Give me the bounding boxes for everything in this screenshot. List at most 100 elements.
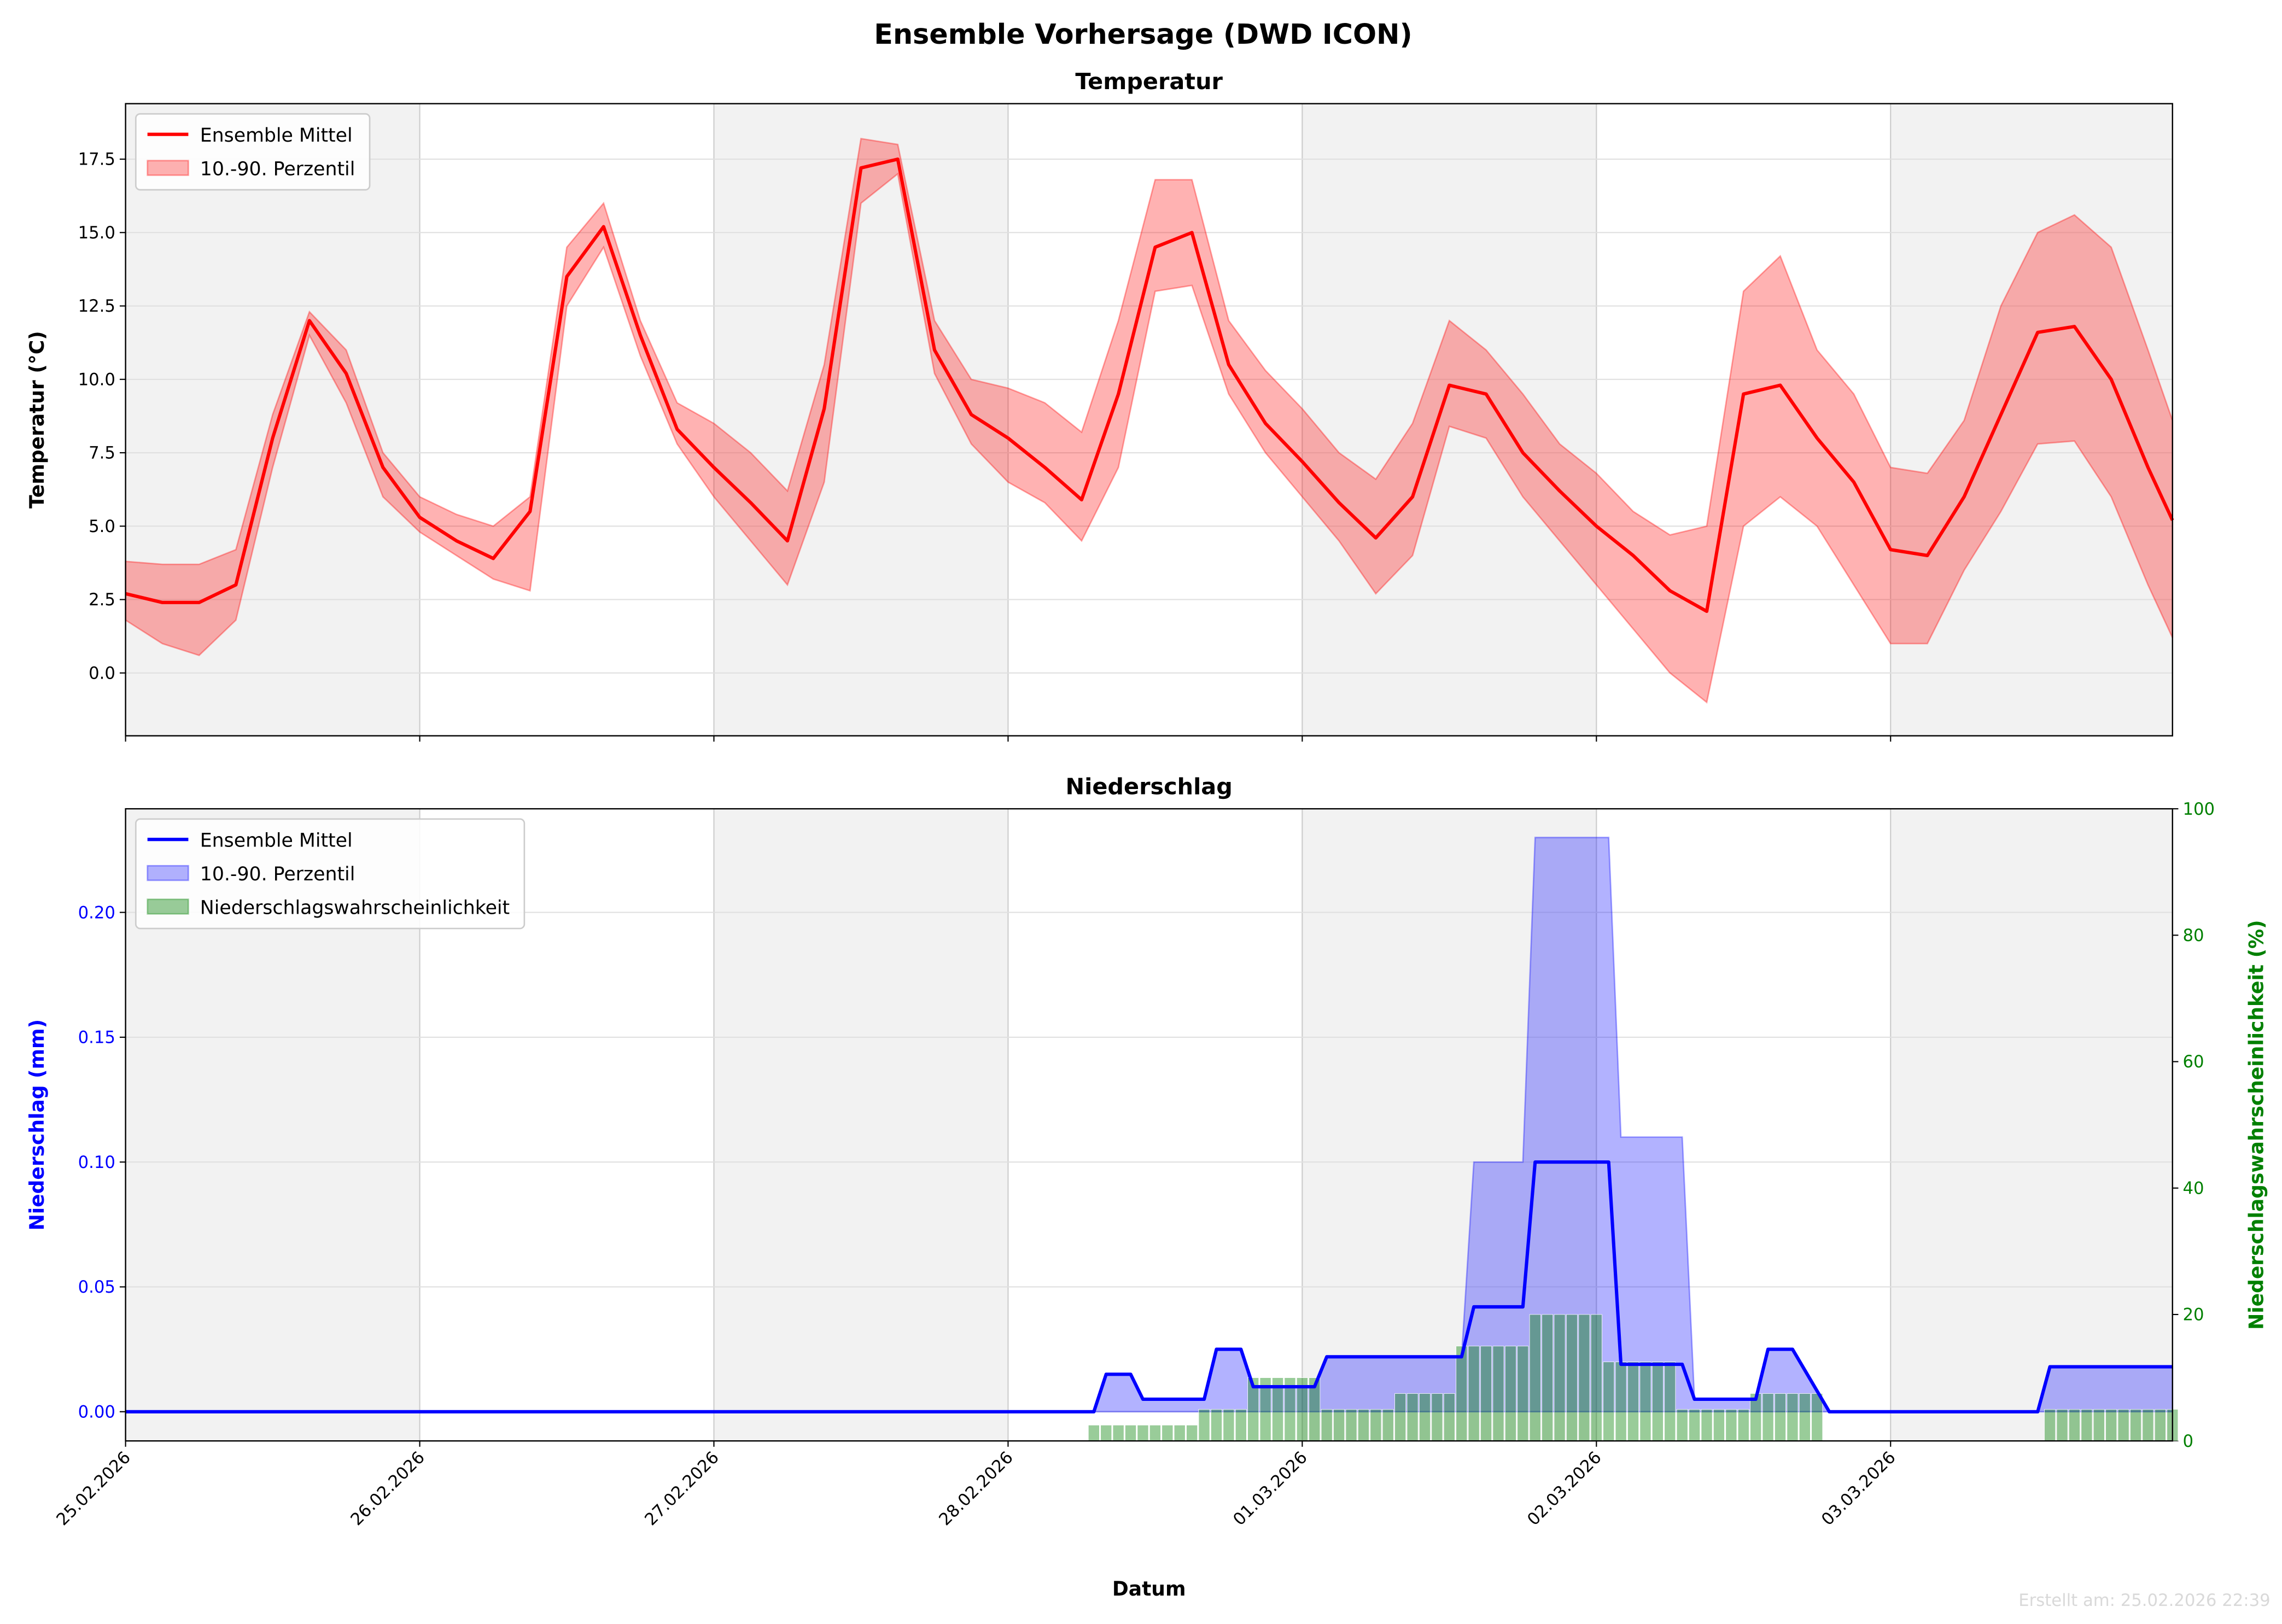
probability-bar bbox=[1186, 1424, 1198, 1441]
probability-bar bbox=[2081, 1409, 2093, 1441]
day-shading bbox=[714, 809, 1008, 1441]
x-axis-label: Datum bbox=[1112, 1578, 1186, 1600]
y2-tick-label: 40 bbox=[2182, 1179, 2204, 1198]
y-tick-label: 0.15 bbox=[78, 1029, 115, 1048]
y-tick-label: 0.0 bbox=[89, 664, 115, 683]
y2-tick-label: 0 bbox=[2182, 1432, 2193, 1451]
probability-bar bbox=[1603, 1362, 1615, 1441]
y-tick-label: 15.0 bbox=[78, 224, 115, 243]
probability-bar bbox=[1223, 1409, 1235, 1441]
probability-bar bbox=[2130, 1409, 2142, 1441]
y-tick-label: 0.05 bbox=[78, 1278, 115, 1297]
probability-bar bbox=[1590, 1314, 1602, 1441]
probability-bar bbox=[1615, 1362, 1627, 1441]
legend-patch bbox=[147, 898, 189, 915]
probability-bar bbox=[1762, 1393, 1774, 1441]
legend-label: 10.-90. Perzentil bbox=[200, 158, 355, 180]
probability-bar bbox=[2154, 1409, 2166, 1441]
probability-bar bbox=[1137, 1424, 1149, 1441]
subplot-title: Temperatur bbox=[1075, 68, 1223, 95]
probability-bar bbox=[1125, 1424, 1137, 1441]
legend-box bbox=[135, 113, 371, 191]
mean-line bbox=[125, 157, 2174, 614]
probability-bar bbox=[1676, 1409, 1688, 1441]
legend: Ensemble Mittel 10.-90. Perzentil Niedersc… bbox=[135, 818, 526, 930]
x-tick-label: 26.02.2026 bbox=[347, 1448, 429, 1529]
probability-bar bbox=[1235, 1409, 1247, 1441]
probability-bar bbox=[1737, 1409, 1749, 1441]
legend-label: Ensemble Mittel bbox=[200, 830, 353, 852]
probability-bar bbox=[2105, 1409, 2117, 1441]
probability-bar bbox=[1321, 1409, 1333, 1441]
probability-bar bbox=[1651, 1362, 1664, 1441]
probability-bar bbox=[1787, 1393, 1799, 1441]
probability-bar bbox=[2056, 1409, 2068, 1441]
y2-tick-label: 60 bbox=[2182, 1053, 2204, 1072]
y-tick-label: 0.00 bbox=[78, 1403, 115, 1422]
y2-tick-label: 100 bbox=[2182, 800, 2215, 819]
probability-bar bbox=[1492, 1346, 1504, 1441]
y-tick-label: 10.0 bbox=[78, 370, 115, 389]
subplot-title: Niederschlag bbox=[1066, 773, 1233, 799]
probability-bar bbox=[1333, 1409, 1345, 1441]
probability-bar bbox=[1443, 1393, 1455, 1441]
probability-bar bbox=[1394, 1393, 1406, 1441]
plot-frame bbox=[125, 808, 2173, 1442]
day-shading bbox=[1302, 809, 1597, 1441]
probability-bar bbox=[1480, 1346, 1492, 1441]
y-tick-label: 0.10 bbox=[78, 1153, 115, 1172]
y-tick-label: 0.20 bbox=[78, 903, 115, 922]
legend: Ensemble Mittel 10.-90. Perzentil bbox=[135, 113, 371, 191]
percentile-band bbox=[125, 137, 2174, 704]
probability-bar bbox=[1639, 1362, 1651, 1441]
probability-bar bbox=[1088, 1424, 1100, 1441]
probability-bar bbox=[1198, 1409, 1210, 1441]
probability-bar bbox=[1799, 1393, 1811, 1441]
mean-line bbox=[125, 1160, 2173, 1413]
probability-bar bbox=[1517, 1346, 1529, 1441]
probability-bar bbox=[1162, 1424, 1174, 1441]
probability-bar bbox=[1701, 1409, 1713, 1441]
probability-bar bbox=[2093, 1409, 2105, 1441]
probability-bar bbox=[1504, 1346, 1516, 1441]
legend-label: Niederschlagswahrscheinlichkeit bbox=[200, 897, 510, 919]
figure-title: Ensemble Vorhersage (DWD ICON) bbox=[874, 18, 1412, 50]
day-shading bbox=[1890, 809, 2173, 1441]
y-tick-label: 7.5 bbox=[89, 444, 115, 463]
probability-bar bbox=[1345, 1409, 1357, 1441]
legend-label: 10.-90. Perzentil bbox=[200, 863, 355, 885]
probability-bar bbox=[1406, 1393, 1419, 1441]
x-tick-label: 27.02.2026 bbox=[641, 1448, 723, 1529]
day-shading bbox=[714, 103, 1008, 736]
x-tick-label: 01.03.2026 bbox=[1230, 1448, 1311, 1529]
x-tick-label: 28.02.2026 bbox=[936, 1448, 1017, 1529]
y-axis-label: Temperatur (°C) bbox=[26, 331, 49, 509]
day-shading bbox=[1302, 103, 1597, 736]
x-tick-label: 02.03.2026 bbox=[1524, 1448, 1606, 1529]
probability-bar bbox=[1431, 1393, 1443, 1441]
probability-bar bbox=[1775, 1393, 1786, 1441]
probability-bar bbox=[1664, 1362, 1676, 1441]
probability-bar bbox=[1627, 1362, 1639, 1441]
probability-bar bbox=[1382, 1409, 1394, 1441]
probability-bar bbox=[1578, 1314, 1590, 1441]
probability-bar bbox=[1529, 1314, 1541, 1441]
plot-frame bbox=[125, 103, 2173, 737]
x-tick-label: 03.03.2026 bbox=[1818, 1448, 1900, 1529]
y2-tick-label: 80 bbox=[2182, 926, 2204, 945]
probability-bar bbox=[2044, 1409, 2056, 1441]
legend-patch bbox=[147, 864, 189, 881]
legend-patch bbox=[147, 160, 189, 176]
x-tick-label: 25.02.2026 bbox=[53, 1448, 135, 1529]
probability-bar bbox=[1100, 1424, 1112, 1441]
probability-bar bbox=[1419, 1393, 1431, 1441]
probability-bar bbox=[1554, 1314, 1566, 1441]
probability-bar bbox=[1713, 1409, 1725, 1441]
probability-bar bbox=[1112, 1424, 1124, 1441]
probability-bar bbox=[1456, 1346, 1468, 1441]
probability-bar bbox=[1468, 1346, 1480, 1441]
y-tick-label: 17.5 bbox=[78, 150, 115, 170]
probability-bar bbox=[1370, 1409, 1382, 1441]
legend-label: Ensemble Mittel bbox=[200, 125, 353, 147]
